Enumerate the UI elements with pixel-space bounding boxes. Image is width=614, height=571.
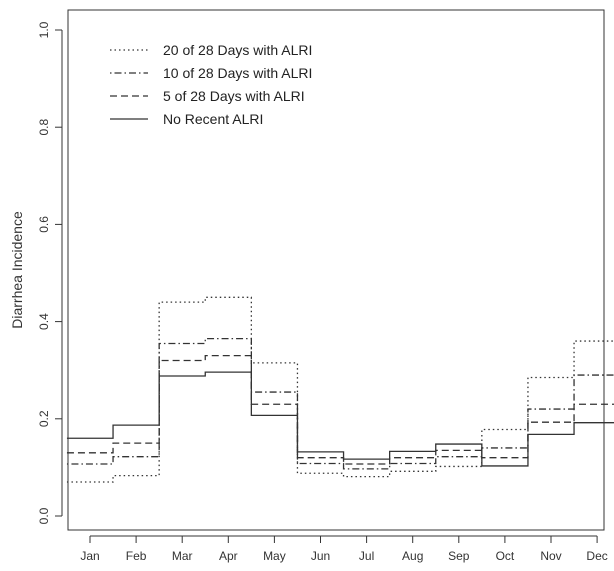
- plot-frame: [67, 9, 605, 531]
- series-line-dotted: [66, 296, 614, 483]
- x-tick-label: Mar: [172, 549, 193, 563]
- legend: 20 of 28 Days with ALRI 10 of 28 Days wit…: [110, 42, 312, 127]
- series-line-dashed: [66, 354, 614, 465]
- x-tick-label: Jun: [311, 549, 330, 563]
- x-tick-label: Apr: [219, 549, 238, 563]
- legend-label: No Recent ALRI: [163, 111, 263, 127]
- y-tick-label: 0.2: [37, 410, 51, 427]
- legend-label: 5 of 28 Days with ALRI: [163, 88, 305, 104]
- x-tick-label: Oct: [496, 549, 515, 563]
- y-tick-label: 1.0: [37, 21, 51, 38]
- x-axis: Jan Feb Mar Apr May Jun Jul Aug Sep Oct Nov Dec: [80, 535, 608, 563]
- x-tick-label: Jul: [359, 549, 374, 563]
- y-tick-label: 0.0: [37, 507, 51, 524]
- x-tick-label: Aug: [402, 549, 423, 563]
- y-axis-label: Diarrhea Incidence: [9, 211, 25, 329]
- series-line-dotdash: [66, 337, 614, 470]
- y-axis: 0.0 0.2 0.4 0.6 0.8 1.0: [37, 21, 63, 524]
- legend-label: 20 of 28 Days with ALRI: [163, 42, 312, 58]
- x-tick-label: Jan: [80, 549, 99, 563]
- series-line-solid: [66, 371, 614, 467]
- y-tick-label: 0.6: [37, 216, 51, 233]
- y-tick-label: 0.8: [37, 119, 51, 136]
- y-tick-label: 0.4: [37, 313, 51, 330]
- x-tick-label: Nov: [540, 549, 561, 563]
- x-tick-label: May: [263, 549, 286, 563]
- x-tick-label: Sep: [448, 549, 470, 563]
- x-tick-label: Feb: [126, 549, 147, 563]
- series-layer: [66, 296, 614, 483]
- legend-label: 10 of 28 Days with ALRI: [163, 65, 312, 81]
- x-tick-label: Dec: [586, 549, 607, 563]
